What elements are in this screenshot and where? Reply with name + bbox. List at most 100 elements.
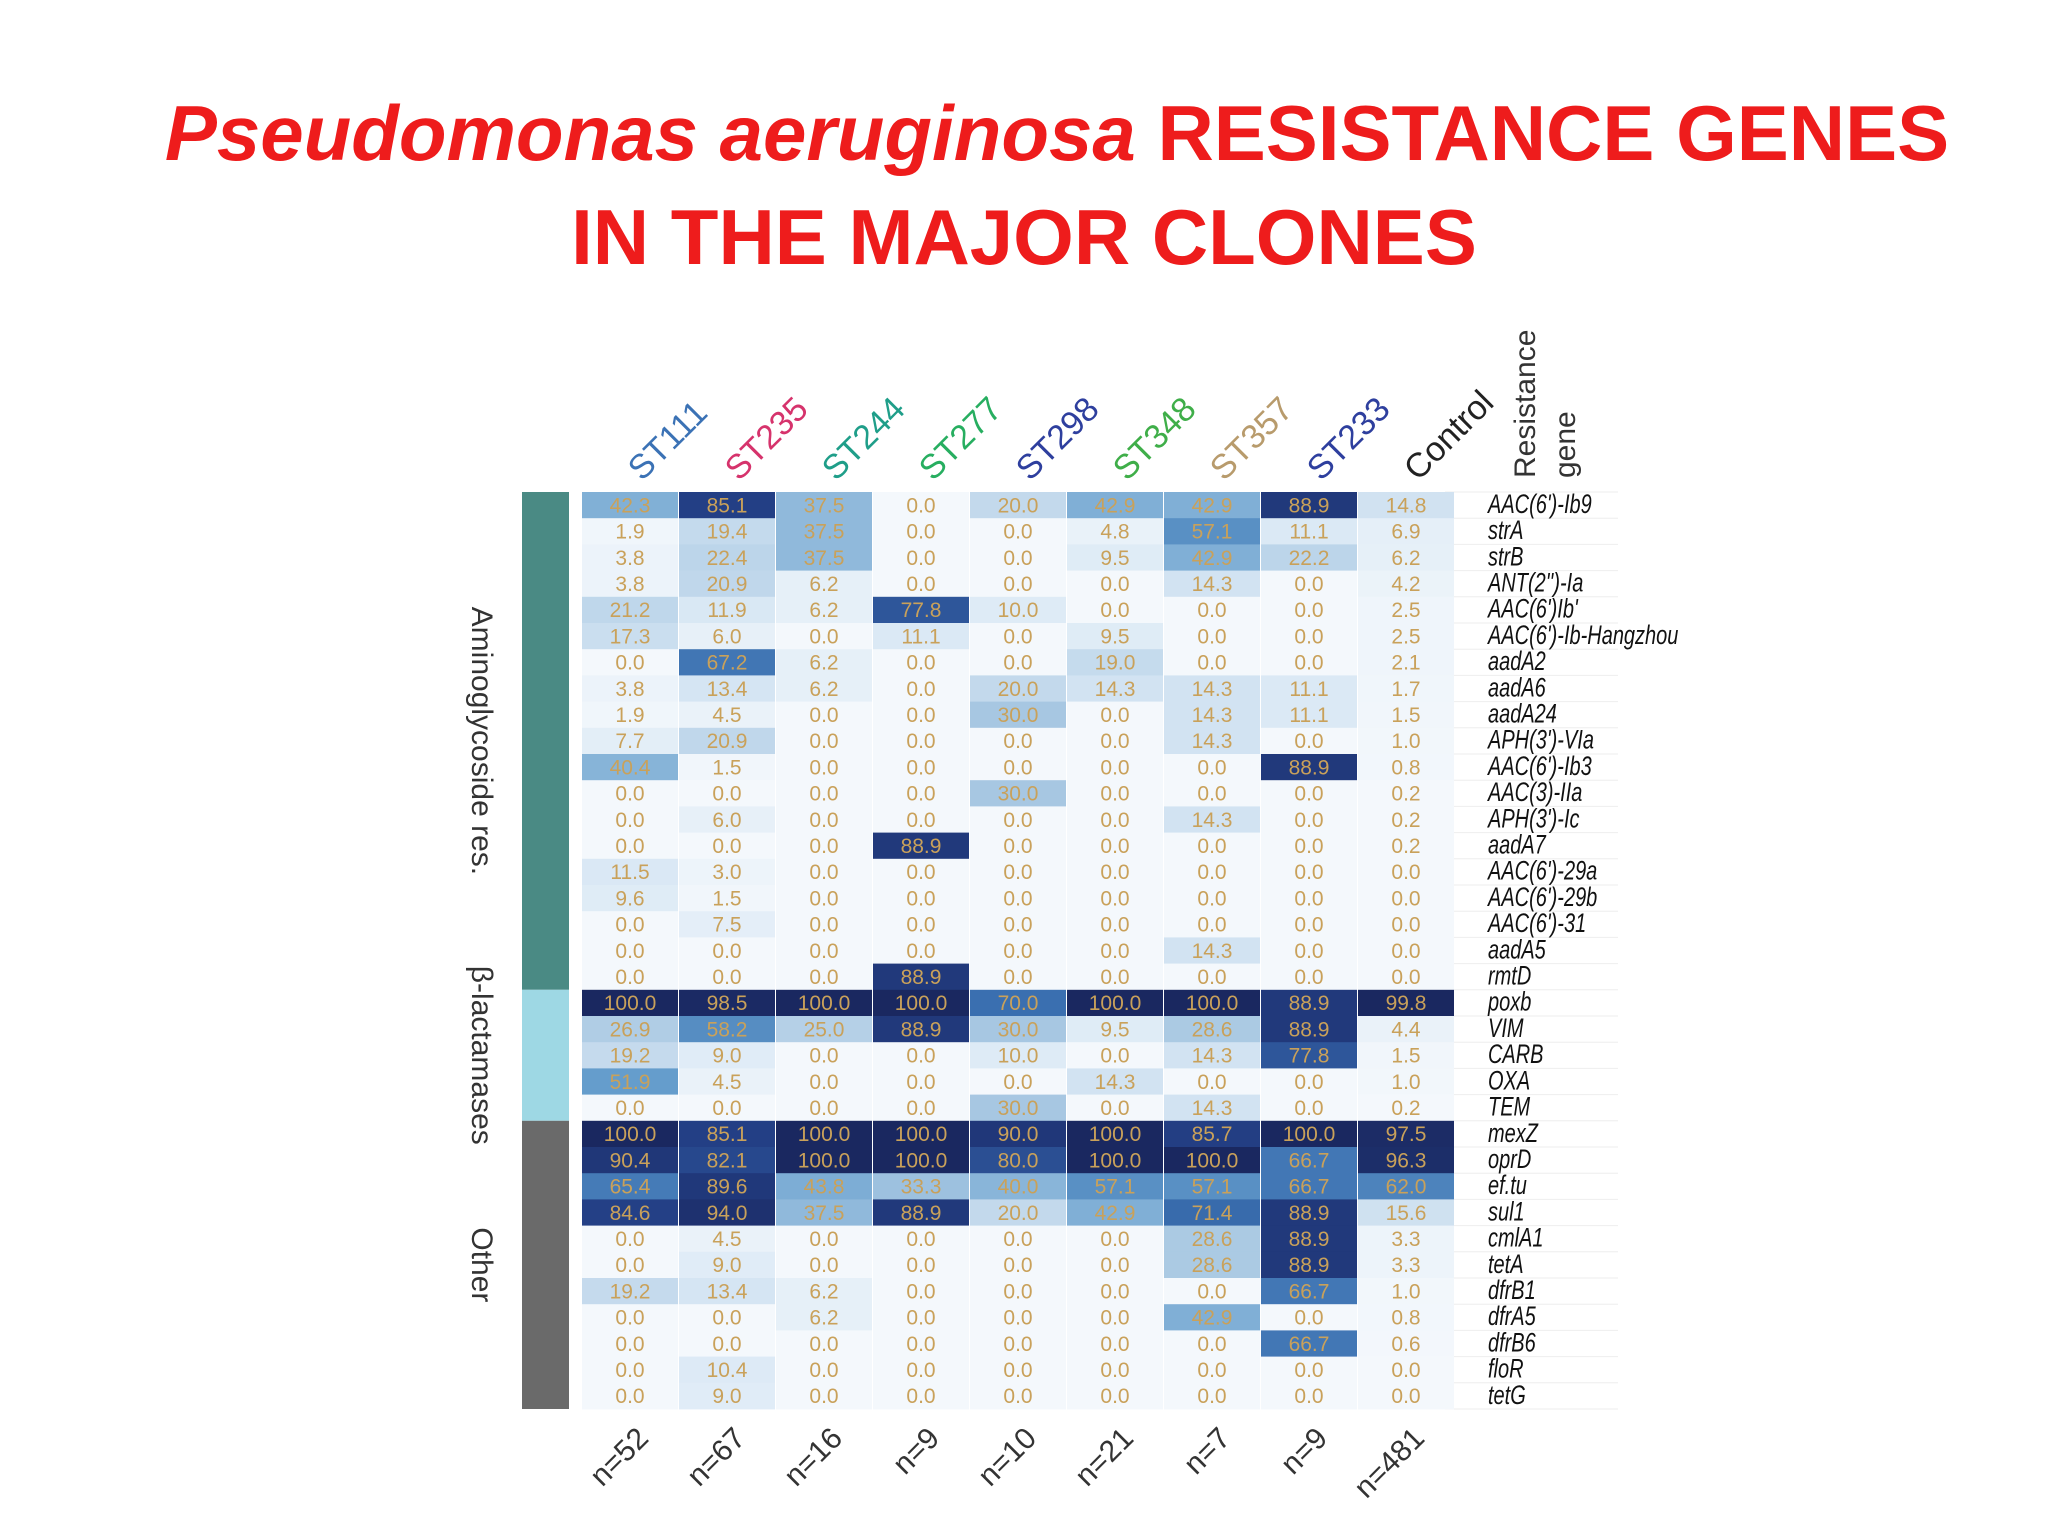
cell-value-label: 0.0 bbox=[1391, 1385, 1420, 1408]
cell-value-label: 51.9 bbox=[610, 1071, 651, 1094]
cell-value-label: 13.4 bbox=[707, 678, 748, 701]
heatmap-cell bbox=[776, 1120, 872, 1148]
cell-value-label: 71.4 bbox=[1192, 1202, 1233, 1225]
heatmap-cell bbox=[582, 544, 678, 571]
gene-label: dfrB6 bbox=[1488, 1327, 1536, 1358]
cell-value-label: 65.4 bbox=[610, 1176, 651, 1199]
cell-value-label: 0.0 bbox=[906, 678, 935, 701]
heatmap-cell bbox=[582, 727, 678, 755]
group-bar bbox=[522, 492, 569, 990]
heatmap-cell bbox=[1067, 649, 1163, 676]
cell-value-label: 9.5 bbox=[1100, 625, 1129, 648]
cell-value-label: 0.0 bbox=[906, 704, 935, 727]
heatmap-cell bbox=[1261, 1225, 1357, 1253]
cell-value-label: 94.0 bbox=[707, 1202, 748, 1225]
heatmap-cell bbox=[776, 701, 872, 729]
heatmap-cell bbox=[1358, 596, 1454, 624]
gene-label: AAC(6')-Ib-Hangzhou bbox=[1486, 620, 1678, 651]
cell-value-label: 4.2 bbox=[1391, 573, 1420, 596]
cell-value-label: 13.4 bbox=[707, 1280, 748, 1303]
heatmap-cell bbox=[1261, 911, 1357, 938]
heatmap-cell bbox=[1261, 754, 1357, 781]
heatmap-cell bbox=[1261, 1016, 1357, 1043]
cell-value-label: 0.0 bbox=[809, 730, 838, 753]
heatmap-cell bbox=[873, 832, 969, 860]
group-bar bbox=[522, 1120, 569, 1409]
cell-value-label: 9.6 bbox=[615, 887, 644, 910]
cell-value-label: 20.9 bbox=[707, 573, 748, 596]
cell-value-label: 0.0 bbox=[809, 1359, 838, 1382]
heatmap-cell bbox=[1067, 832, 1163, 860]
cell-value-label: 9.0 bbox=[712, 1385, 741, 1408]
heatmap-cell bbox=[970, 832, 1066, 860]
cell-value-label: 0.8 bbox=[1391, 1307, 1420, 1330]
heatmap-cell bbox=[1261, 492, 1357, 519]
cell-value-label: 10.0 bbox=[998, 599, 1039, 622]
cell-value-label: 0.0 bbox=[1003, 914, 1032, 937]
cell-value-label: 0.2 bbox=[1391, 783, 1420, 806]
cell-value-label: 0.8 bbox=[1391, 756, 1420, 779]
column-header-label: ST233 bbox=[1300, 390, 1398, 488]
cell-value-label: 40.4 bbox=[610, 756, 651, 779]
cell-value-label: 0.0 bbox=[1003, 1228, 1032, 1251]
cell-value-label: 1.0 bbox=[1391, 1280, 1420, 1303]
cell-value-label: 25.0 bbox=[804, 1018, 845, 1041]
heatmap-cell bbox=[970, 1278, 1066, 1305]
heatmap-cell bbox=[776, 780, 872, 807]
heatmap-cell bbox=[679, 1330, 775, 1357]
heatmap-cell bbox=[1164, 518, 1260, 545]
gene-label: APH(3')-VIa bbox=[1486, 725, 1594, 756]
cell-value-label: 0.0 bbox=[1100, 835, 1129, 858]
heatmap-cell bbox=[970, 1330, 1066, 1357]
cell-value-label: 0.0 bbox=[1294, 914, 1323, 937]
heatmap-cell bbox=[582, 963, 678, 991]
heatmap-cell bbox=[1358, 701, 1454, 729]
cell-value-label: 0.0 bbox=[1100, 1307, 1129, 1330]
cell-value-label: 6.2 bbox=[809, 599, 838, 622]
heatmap-cell bbox=[582, 623, 678, 650]
cell-value-label: 0.0 bbox=[809, 1071, 838, 1094]
column-n-label: n=9 bbox=[887, 1422, 946, 1481]
heatmap-cell bbox=[582, 1225, 678, 1253]
heatmap-cell bbox=[873, 1199, 969, 1226]
gene-label: dfrA5 bbox=[1488, 1301, 1536, 1332]
column-n-label: n=21 bbox=[1069, 1422, 1140, 1493]
cell-value-label: 57.1 bbox=[1192, 521, 1233, 544]
heatmap-cell bbox=[873, 544, 969, 571]
cell-value-label: 100.0 bbox=[798, 1149, 851, 1172]
cell-value-label: 57.1 bbox=[1095, 1176, 1136, 1199]
cell-value-label: 0.0 bbox=[1294, 625, 1323, 648]
cell-value-label: 0.0 bbox=[1100, 756, 1129, 779]
cell-value-label: 0.0 bbox=[809, 625, 838, 648]
cell-value-label: 15.6 bbox=[1386, 1202, 1427, 1225]
heatmap-cell bbox=[1164, 1068, 1260, 1095]
heatmap-cell bbox=[873, 963, 969, 991]
cell-value-label: 0.0 bbox=[906, 1359, 935, 1382]
heatmap-cell bbox=[1067, 701, 1163, 729]
cell-value-label: 88.9 bbox=[1289, 1228, 1330, 1251]
gene-label: AAC(6')-Ib9 bbox=[1486, 489, 1591, 520]
heatmap-cell bbox=[1358, 885, 1454, 912]
heatmap-cell bbox=[679, 1356, 775, 1384]
heatmap-cell bbox=[873, 1304, 969, 1331]
heatmap-cell bbox=[679, 1147, 775, 1174]
heatmap-cell bbox=[1164, 649, 1260, 676]
heatmap-cell bbox=[679, 518, 775, 545]
gene-label: CARB bbox=[1488, 1039, 1544, 1070]
heatmap-cell bbox=[582, 780, 678, 807]
cell-value-label: 22.2 bbox=[1289, 547, 1330, 570]
cell-value-label: 58.2 bbox=[707, 1018, 748, 1041]
heatmap-cell bbox=[776, 832, 872, 860]
cell-value-label: 0.0 bbox=[615, 1385, 644, 1408]
cell-value-label: 100.0 bbox=[798, 1123, 851, 1146]
cell-value-label: 11.1 bbox=[1289, 678, 1328, 701]
heatmap-cell bbox=[776, 1330, 872, 1357]
heatmap-cell bbox=[1067, 1173, 1163, 1200]
heatmap-cell bbox=[1067, 858, 1163, 886]
cell-value-label: 0.0 bbox=[809, 1254, 838, 1277]
cell-value-label: 42.9 bbox=[1095, 1202, 1136, 1225]
heatmap-cell bbox=[1261, 1304, 1357, 1331]
cell-value-label: 0.0 bbox=[809, 887, 838, 910]
cell-value-label: 0.0 bbox=[615, 966, 644, 989]
cell-value-label: 0.0 bbox=[906, 1071, 935, 1094]
